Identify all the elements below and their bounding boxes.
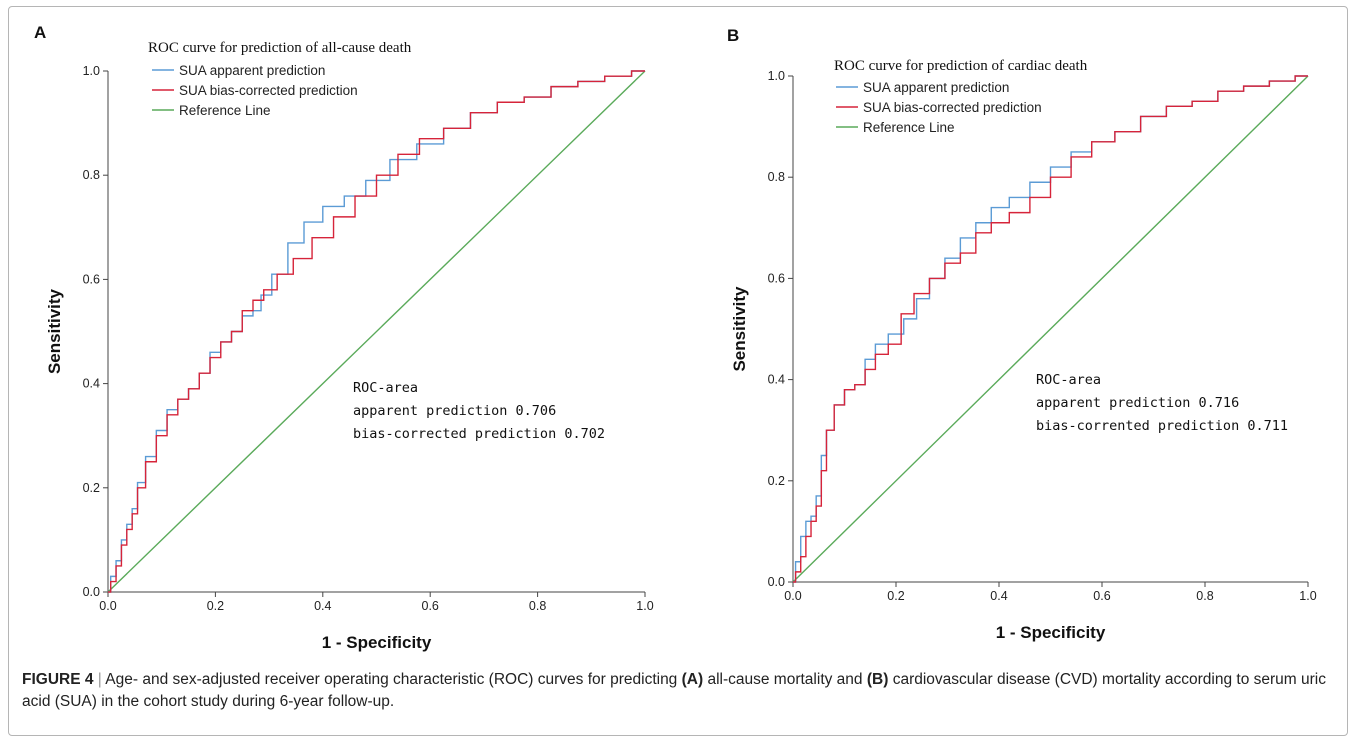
annotation-line-b-1: apparent prediction 0.716: [1036, 395, 1239, 411]
legend-label-a-2: Reference Line: [179, 103, 271, 118]
caption-separator: |: [97, 671, 102, 688]
annotation-line-b-0: ROC-area: [1036, 372, 1101, 388]
series-line-a-2: [107, 70, 646, 593]
series-line-b-1: [793, 75, 1308, 583]
x-tick-label-b-1: 0.2: [887, 589, 904, 603]
annotation-line-a-0: ROC-area: [353, 380, 418, 396]
legend-label-b-1: SUA bias-corrected prediction: [863, 100, 1042, 115]
y-tick-label-a-3: 0.6: [83, 272, 100, 286]
chart-title-a: ROC curve for prediction of all-cause de…: [148, 40, 412, 56]
x-tick-label-a-1: 0.2: [207, 599, 224, 613]
panel-label-b: B: [727, 26, 739, 45]
annotation-line-a-2: bias-corrected prediction 0.702: [353, 426, 605, 442]
legend-label-a-0: SUA apparent prediction: [179, 63, 325, 78]
x-axis-label-b: 1 - Specificity: [996, 623, 1106, 642]
x-tick-label-b-2: 0.4: [990, 589, 1007, 603]
caption-figure-label: FIGURE 4: [22, 671, 94, 688]
figure-caption: FIGURE 4 | Age- and sex-adjusted receive…: [22, 669, 1334, 713]
y-tick-label-a-4: 0.8: [83, 168, 100, 182]
y-tick-label-a-5: 1.0: [83, 64, 100, 78]
y-tick-label-a-0: 0.0: [83, 585, 100, 599]
x-tick-label-a-2: 0.4: [314, 599, 331, 613]
chart-title-b: ROC curve for prediction of cardiac deat…: [834, 58, 1088, 74]
y-tick-label-b-0: 0.0: [768, 575, 785, 589]
y-axis-label-b: Sensitivity: [730, 286, 749, 372]
x-tick-label-b-0: 0.0: [784, 589, 801, 603]
y-tick-label-a-2: 0.4: [83, 377, 100, 391]
caption-label-a: (A): [681, 671, 704, 688]
y-tick-label-b-2: 0.4: [768, 373, 785, 387]
annotation-line-a-1: apparent prediction 0.706: [353, 403, 556, 419]
caption-label-b: (B): [866, 671, 889, 688]
caption-text-1: Age- and sex-adjusted receiver operating…: [105, 671, 678, 688]
caption-text-2: all-cause mortality and: [707, 671, 863, 688]
y-tick-label-b-1: 0.2: [768, 474, 785, 488]
caption-text-3: cardiovascular disease (CVD) mortality a…: [22, 671, 1326, 710]
legend-label-b-2: Reference Line: [863, 120, 955, 135]
y-tick-label-a-1: 0.2: [83, 481, 100, 495]
x-tick-label-a-3: 0.6: [422, 599, 439, 613]
figure-frame: [8, 6, 1348, 736]
y-tick-label-b-5: 1.0: [768, 69, 785, 83]
series-line-a-1: [108, 70, 645, 593]
chart-panel-b: B 0.0 0.2 0.4 0.6 0.8 1.0 0.0 0.2 0.4 0.6 0.8 1.0 1 -…: [727, 26, 1317, 642]
legend-label-b-0: SUA apparent prediction: [863, 80, 1009, 95]
chart-panel-a: A 0.0 0.2 0.4 0.6 0.8 1.0 0.0 0.2 0.4 0.6 0.8 1.0 1 -…: [34, 23, 654, 652]
x-tick-label-a-0: 0.0: [99, 599, 116, 613]
annotation-line-b-2: bias-corrented prediction 0.711: [1036, 418, 1288, 434]
y-tick-label-b-4: 0.8: [768, 170, 785, 184]
x-tick-label-a-5: 1.0: [636, 599, 653, 613]
x-axis-label-a: 1 - Specificity: [322, 633, 432, 652]
x-tick-label-b-5: 1.0: [1299, 589, 1316, 603]
series-line-b-2: [792, 75, 1309, 583]
x-tick-label-a-4: 0.8: [529, 599, 546, 613]
panel-label-a: A: [34, 23, 46, 42]
y-axis-label-a: Sensitivity: [45, 288, 64, 374]
x-tick-label-b-4: 0.8: [1196, 589, 1213, 603]
y-tick-label-b-3: 0.6: [768, 271, 785, 285]
legend-label-a-1: SUA bias-corrected prediction: [179, 83, 358, 98]
x-tick-label-b-3: 0.6: [1093, 589, 1110, 603]
